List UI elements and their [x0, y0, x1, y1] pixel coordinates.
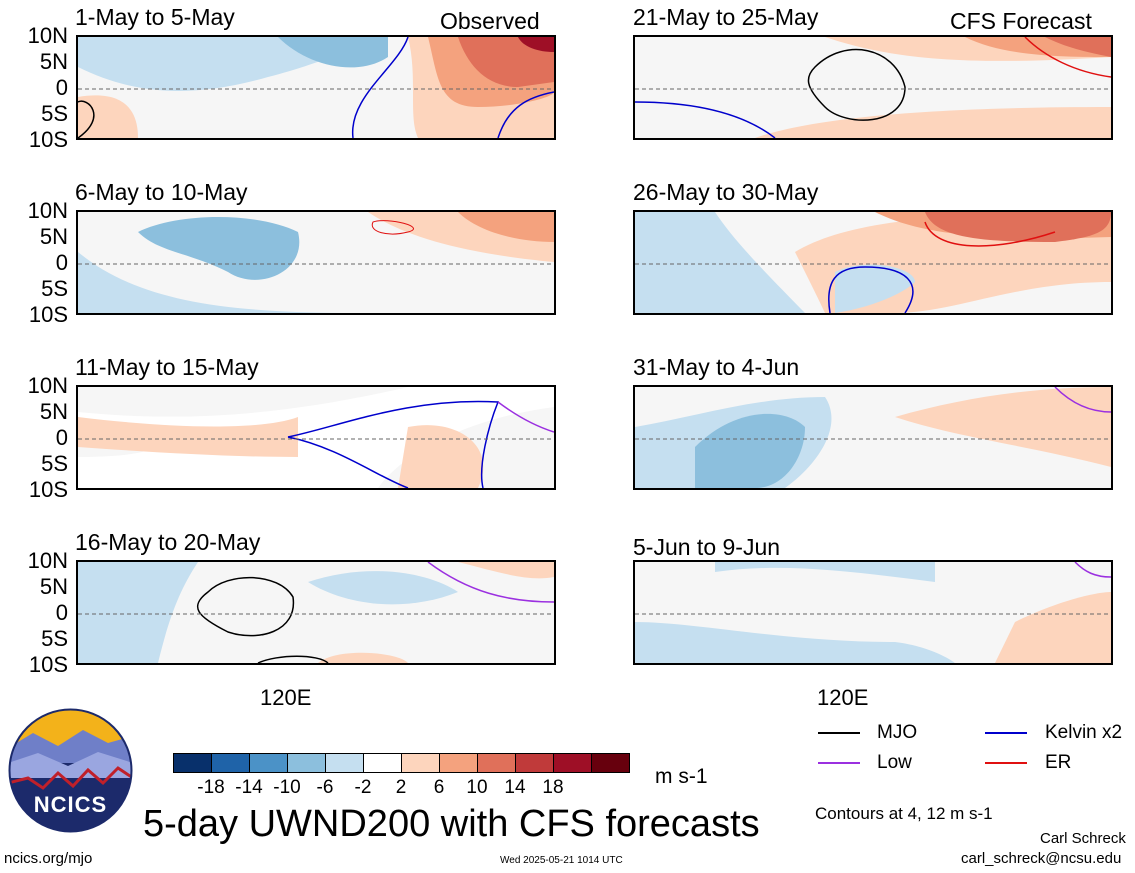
legend-swatch-kelvin [985, 732, 1027, 734]
legend-label-low: Low [877, 752, 912, 773]
footer-timestamp: Wed 2025-05-21 1014 UTC [500, 855, 623, 866]
colorbar-tick-label: -6 [316, 777, 334, 798]
lat-label: 10N [27, 548, 68, 573]
lat-label: 5N [39, 574, 68, 599]
panel-title: 21-May to 25-May [633, 4, 819, 30]
colorbar-swatch [515, 753, 554, 773]
colorbar-tick-label: 18 [542, 777, 564, 798]
panel-title: 26-May to 30-May [633, 179, 819, 205]
lat-label: 5N [39, 399, 68, 424]
panel-title: 6-May to 10-May [75, 179, 248, 205]
lat-label: 10N [27, 373, 68, 398]
lat-label: 5S [41, 101, 68, 126]
colorbar-swatch [325, 753, 364, 773]
panel-title: 11-May to 15-May [75, 354, 259, 380]
lat-label: 10S [28, 652, 68, 677]
lat-label: 10S [28, 302, 68, 327]
panel-title: 1-May to 5-May [75, 4, 235, 30]
colorbar-units: m s-1 [655, 765, 708, 788]
lat-label: 10N [27, 198, 68, 223]
legend-swatch-mjo [818, 732, 860, 734]
lat-label: 5S [41, 626, 68, 651]
legend-label-er: ER [1045, 752, 1072, 773]
map-panel-3 [76, 385, 556, 490]
lat-label: 5S [41, 276, 68, 301]
colorbar-tick-label: -18 [197, 777, 225, 798]
lon-label-left: 120E [260, 685, 312, 710]
legend-label-kelvin: Kelvin x2 [1045, 722, 1123, 743]
panel-title: 31-May to 4-Jun [633, 354, 800, 380]
map-panel-7 [633, 385, 1113, 490]
lat-label: 10S [28, 127, 68, 152]
map-panel-5 [633, 35, 1113, 140]
panel-title: 5-Jun to 9-Jun [633, 534, 781, 560]
footer-email: carl_schreck@ncsu.edu [961, 850, 1122, 867]
colorbar-swatch [173, 753, 212, 773]
colorbar-tick-label: 2 [395, 777, 407, 798]
legend-swatch-low [818, 762, 860, 764]
colorbar-tick-label: 10 [466, 777, 488, 798]
lat-label: 5N [39, 224, 68, 249]
colorbar-tick-label: -10 [273, 777, 301, 798]
colorbar-tick-label: -14 [235, 777, 263, 798]
colorbar-swatch [249, 753, 288, 773]
map-panel-2 [76, 210, 556, 315]
colorbar-swatch [591, 753, 630, 773]
lon-label-right: 120E [817, 685, 869, 710]
legend-swatch-er [985, 762, 1027, 764]
lat-label: 10N [27, 23, 68, 48]
lat-label: 10S [28, 477, 68, 502]
colorbar-tick-label: -2 [354, 777, 372, 798]
colorbar-swatch [477, 753, 516, 773]
map-panel-4 [76, 560, 556, 665]
footer-author: Carl Schreck [1040, 830, 1126, 847]
colorbar-swatch [211, 753, 250, 773]
lat-label: 0 [55, 250, 68, 275]
logo-text: NCICS [33, 792, 108, 817]
panel-title: 16-May to 20-May [75, 529, 261, 555]
lat-label: 0 [55, 75, 68, 100]
colorbar-swatch [553, 753, 592, 773]
lat-label: 0 [55, 600, 68, 625]
map-panel-6 [633, 210, 1113, 315]
colorbar-tick-label: 14 [504, 777, 526, 798]
lat-label: 5S [41, 451, 68, 476]
main-title: 5-day UWND200 with CFS forecasts [143, 803, 760, 845]
colorbar-swatch [401, 753, 440, 773]
colorbar-swatch [439, 753, 478, 773]
colorbar-tick-label: 6 [433, 777, 445, 798]
lat-label: 5N [39, 49, 68, 74]
colorbar-swatch [363, 753, 402, 773]
panel-tag: CFS Forecast [950, 8, 1092, 34]
lat-label: 0 [55, 425, 68, 450]
contour-note: Contours at 4, 12 m s-1 [815, 804, 993, 823]
colorbar-swatch [287, 753, 326, 773]
panel-tag: Observed [440, 8, 540, 34]
footer-url: ncics.org/mjo [4, 850, 93, 867]
ncics-logo: NCICS [8, 708, 133, 833]
map-panel-1 [76, 35, 556, 140]
map-panel-8 [633, 560, 1113, 665]
legend-label-mjo: MJO [877, 722, 918, 743]
